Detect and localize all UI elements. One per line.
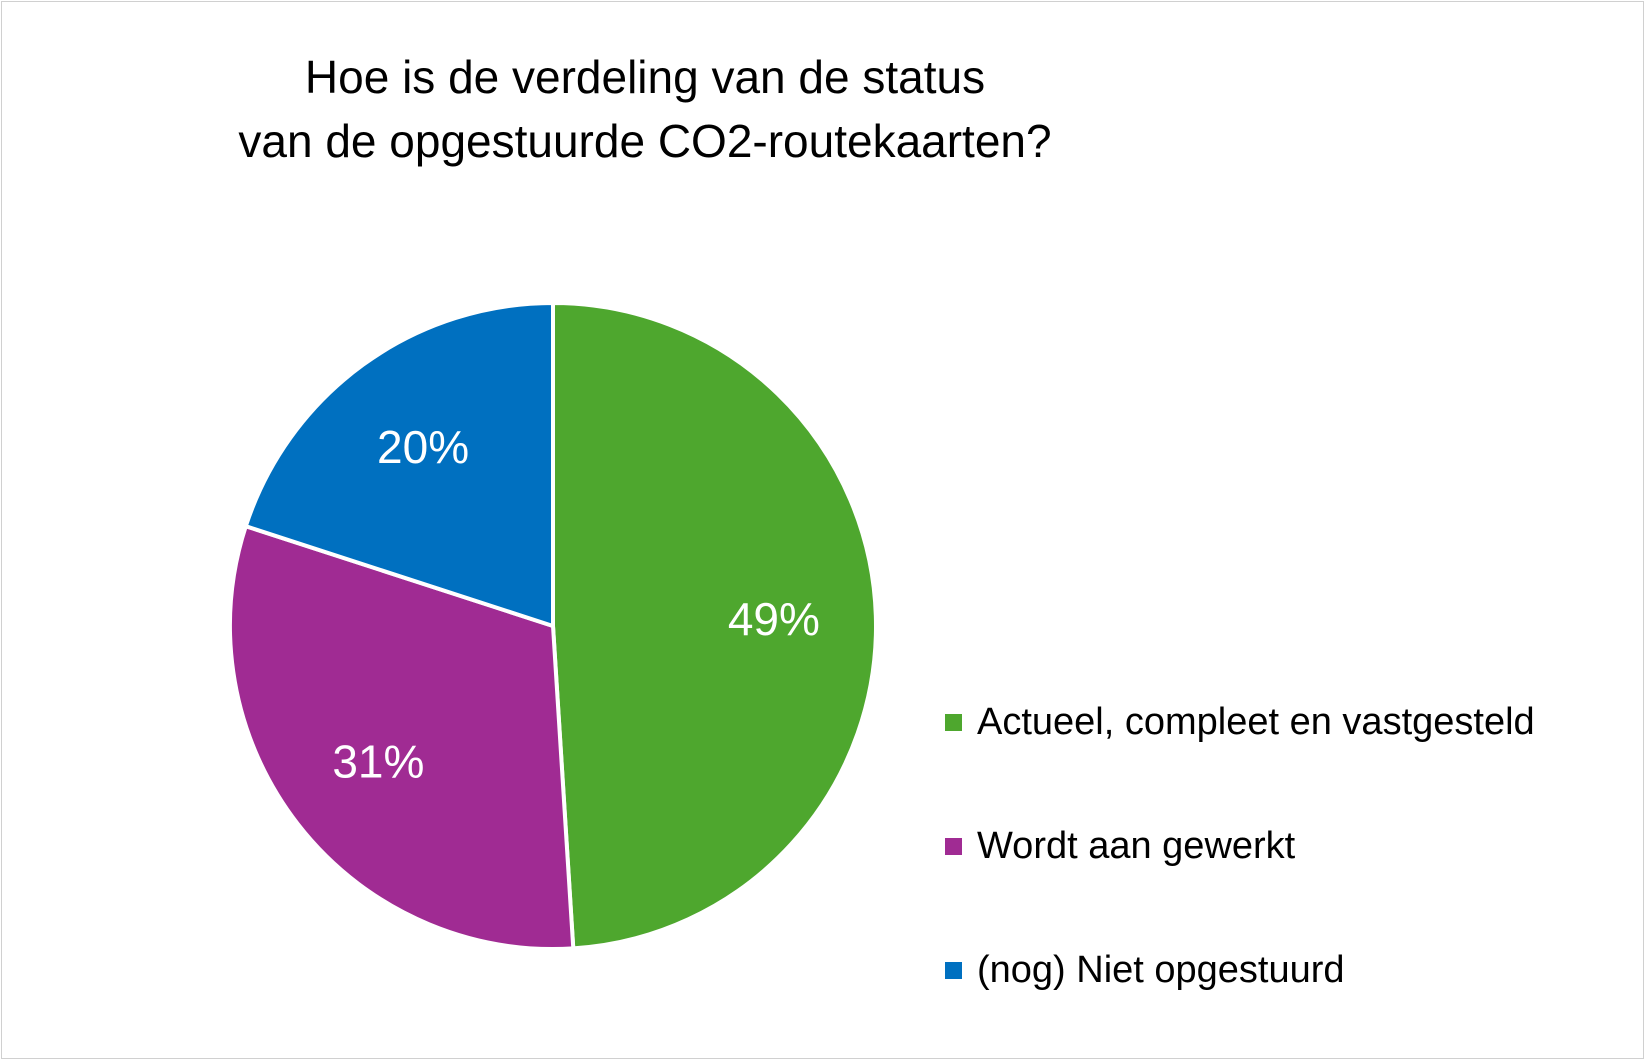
legend-swatch-actueel — [945, 714, 962, 731]
data-label-niet-opgestuurd: 20% — [377, 421, 469, 473]
legend-swatch-niet-opgestuurd — [945, 962, 962, 979]
pie-slices — [228, 301, 878, 951]
pie-slice-wordt-aan-gewerkt — [228, 524, 576, 951]
data-label-actueel: 49% — [728, 593, 820, 645]
legend-label-niet-opgestuurd: (nog) Niet opgestuurd — [977, 949, 1345, 991]
chart-title-line-1: Hoe is de verdeling van de status — [304, 51, 986, 103]
chart-title: Hoe is de verdeling van de status van de… — [120, 45, 1170, 173]
chart-title-line-2: van de opgestuurde CO2-routekaarten? — [238, 115, 1052, 167]
legend-swatch-wordt-aan-gewerkt — [945, 838, 962, 855]
pie-slice-actueel — [551, 301, 878, 951]
data-label-wordt-aan-gewerkt: 31% — [332, 735, 424, 787]
legend-label-wordt-aan-gewerkt: Wordt aan gewerkt — [977, 825, 1296, 867]
legend-label-actueel: Actueel, compleet en vastgesteld — [977, 701, 1535, 743]
pie-data-labels: 49% 31% 20% — [332, 421, 820, 787]
pie-slice-niet-opgestuurd — [243, 301, 555, 628]
